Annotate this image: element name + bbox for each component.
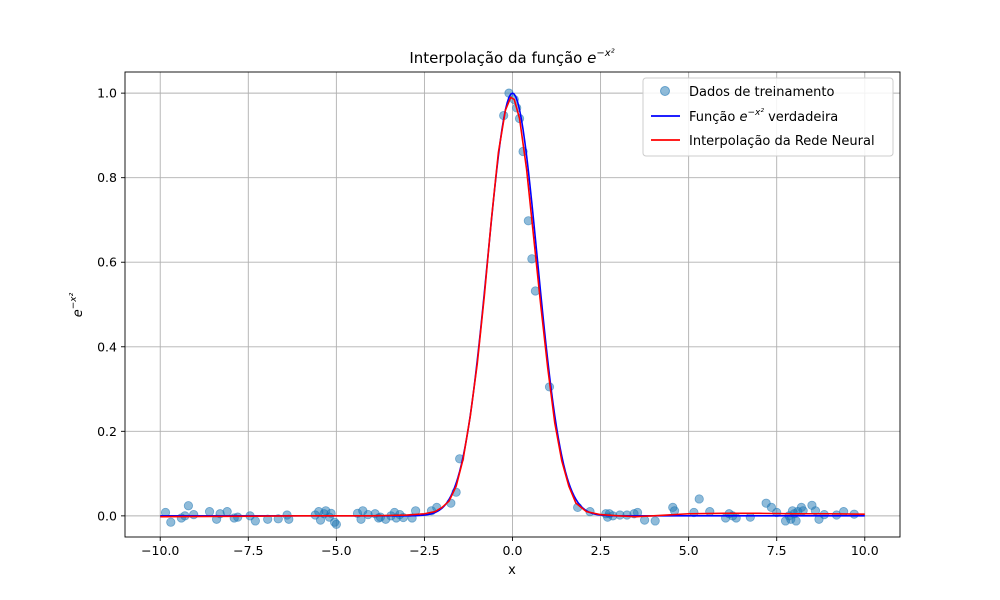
- scatter-point: [233, 512, 243, 522]
- scatter-point: [183, 501, 194, 511]
- legend-box: [642, 77, 894, 157]
- x-axis-ticks: −10.0 −7.5 −5.0 −2.5 0.0 2.5 5.0 7.5 10.0: [141, 537, 879, 558]
- legend-label-true-math-exponent: −x²: [747, 108, 764, 118]
- x-tick-label: −5.0: [321, 543, 351, 558]
- chart-title-text: Interpolação da função: [409, 49, 587, 67]
- x-axis-label: x: [508, 563, 516, 578]
- scatter-point: [527, 254, 537, 264]
- legend: Dados de treinamento Função e−x² verdade…: [642, 77, 894, 157]
- scatter-point: [189, 509, 199, 520]
- y-tick-label: 0.0: [97, 508, 117, 523]
- x-tick-label: −10.0: [141, 543, 179, 558]
- x-tick-label: 2.5: [591, 543, 611, 558]
- legend-label-true-math-base: e: [739, 110, 747, 125]
- y-axis-label-base: e: [71, 309, 86, 317]
- scatter-point: [166, 517, 176, 527]
- legend-label-scatter: Dados de treinamento: [689, 85, 834, 100]
- y-axis-label: e−x²: [69, 292, 86, 317]
- y-axis-ticks: 0.0 0.2 0.4 0.6 0.8 1.0: [97, 86, 125, 523]
- scatter-point: [356, 514, 366, 524]
- scatter-point: [798, 506, 808, 516]
- scatter-point: [791, 516, 801, 526]
- chart-title: Interpolação da função e−x²: [409, 48, 614, 67]
- line-series-neural-network: [160, 96, 865, 518]
- scatter-point: [745, 512, 755, 522]
- scatter-point: [810, 506, 821, 516]
- y-tick-label: 0.4: [97, 339, 117, 354]
- x-tick-label: −2.5: [409, 543, 439, 558]
- scatter-point: [650, 516, 660, 526]
- x-tick-label: 0.0: [503, 543, 523, 558]
- scatter-point: [250, 516, 260, 526]
- chart-title-math-exponent: −x²: [596, 48, 614, 59]
- scatter-point: [689, 507, 699, 518]
- y-tick-label: 0.2: [97, 424, 117, 439]
- y-tick-label: 1.0: [97, 86, 117, 101]
- x-tick-label: 7.5: [767, 543, 787, 558]
- scatter-point: [331, 519, 341, 529]
- legend-label-true-prefix: Função: [689, 110, 739, 125]
- x-tick-label: 5.0: [679, 543, 699, 558]
- legend-label-true-suffix: verdadeira: [764, 110, 838, 125]
- legend-marker-scatter: [660, 86, 670, 96]
- x-tick-label: −7.5: [233, 543, 263, 558]
- y-axis-label-exponent: −x²: [69, 292, 79, 309]
- scatter-point: [731, 513, 741, 523]
- scatter-point: [772, 507, 782, 518]
- scatter-point: [222, 507, 232, 517]
- plot-area: [160, 88, 865, 529]
- y-tick-label: 0.8: [97, 170, 117, 185]
- scatter-point: [204, 507, 215, 517]
- scatter-point: [263, 514, 273, 524]
- y-tick-label: 0.6: [97, 255, 117, 270]
- legend-label-true-line: Função e−x² verdadeira: [689, 108, 838, 125]
- scatter-point: [819, 509, 829, 520]
- scatter-point: [694, 494, 704, 504]
- scatter-point: [284, 514, 294, 524]
- chart-title-math-base: e: [587, 49, 596, 67]
- scatter-point: [705, 507, 715, 517]
- x-tick-label: 10.0: [851, 543, 879, 558]
- legend-label-nn-line: Interpolação da Rede Neural: [689, 134, 875, 149]
